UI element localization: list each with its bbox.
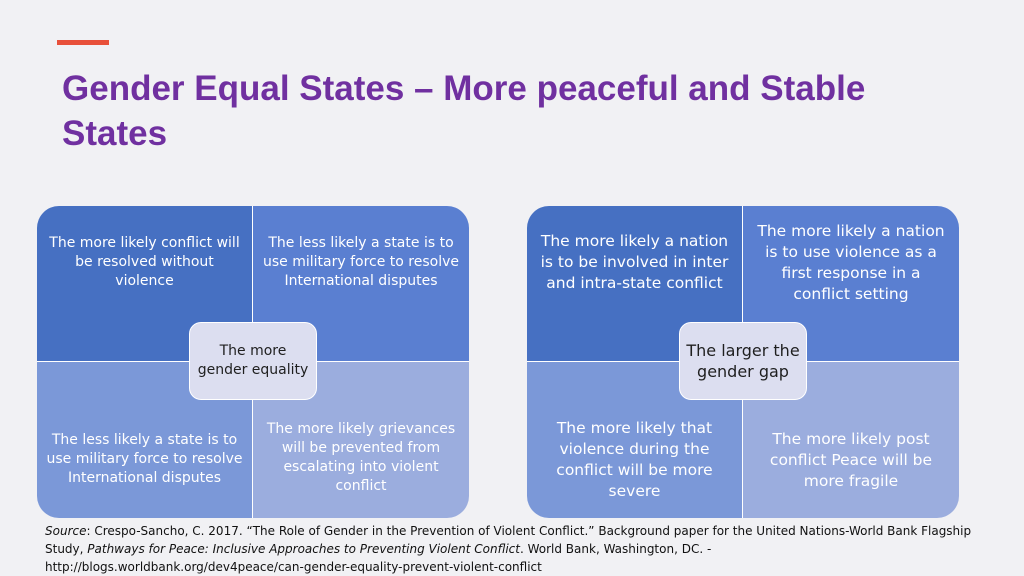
quadrant-text: The more likely that violence during the…: [556, 419, 713, 500]
quadrant-text: The more likely post conflict Peace will…: [769, 430, 933, 490]
source-text-before: : Crespo-Sancho, C. 2017. “The Role of G…: [45, 524, 972, 556]
center-box-gender-equality: The more gender equality: [189, 322, 317, 400]
source-publication: Pathways for Peace: Inclusive Approaches…: [87, 542, 520, 556]
quadrant-text: The more likely a nation is to be involv…: [540, 232, 729, 292]
slide-title: Gender Equal States – More peaceful and …: [62, 69, 866, 153]
center-box-text: The more gender equality: [197, 343, 309, 378]
gender-equality-matrix: The more likely conflict will be resolve…: [37, 206, 469, 518]
quadrant-text: The more likely conflict will be resolve…: [49, 235, 240, 289]
center-box-text: The larger the gender gap: [686, 341, 800, 381]
quadrant-text: The less likely a state is to use milita…: [262, 235, 459, 289]
title-accent-bar: [57, 40, 109, 45]
quadrant-text: The less likely a state is to use milita…: [46, 432, 243, 486]
quadrant-top-left: The more likely conflict will be resolve…: [37, 206, 253, 362]
quadrant-bottom-left: The less likely a state is to use milita…: [37, 362, 253, 518]
source-citation: Source: Crespo-Sancho, C. 2017. “The Rol…: [45, 522, 1005, 576]
source-url[interactable]: http://blogs.worldbank.org/dev4peace/can…: [45, 560, 542, 574]
center-box-gender-gap: The larger the gender gap: [679, 322, 807, 400]
source-label: Source: [45, 524, 87, 538]
quadrant-text: The more likely grievances will be preve…: [266, 421, 456, 494]
quadrant-bottom-right: The more likely grievances will be preve…: [253, 362, 469, 518]
quadrant-text: The more likely a nation is to use viole…: [757, 222, 945, 303]
quadrant-bottom-left: The more likely that violence during the…: [527, 362, 743, 518]
quadrant-top-right: The less likely a state is to use milita…: [253, 206, 469, 362]
source-text-after: . World Bank, Washington, DC. -: [519, 542, 712, 556]
